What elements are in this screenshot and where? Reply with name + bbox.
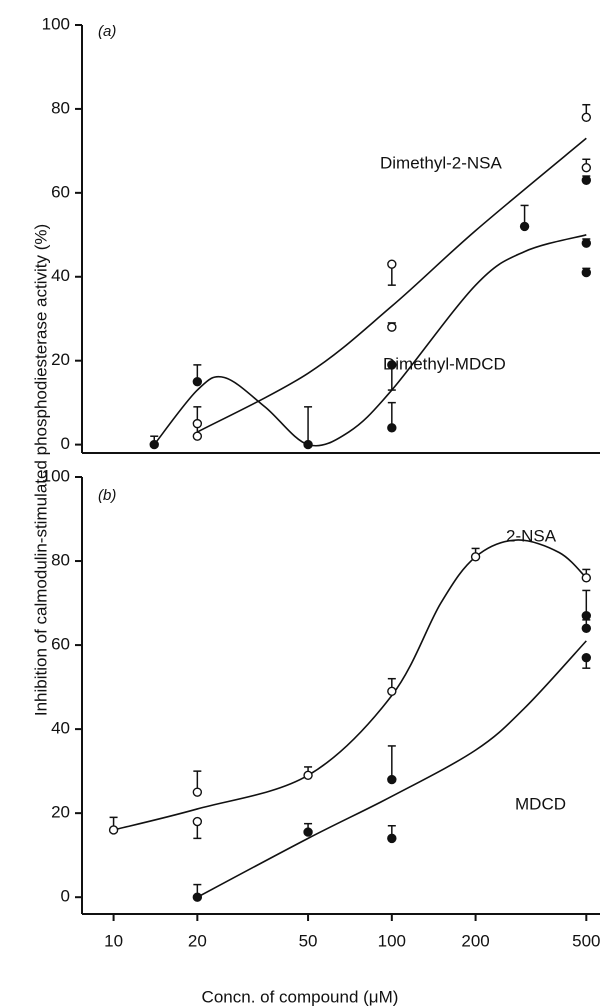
x-tick-label: 500 — [572, 931, 600, 950]
data-point — [519, 221, 530, 232]
data-point — [303, 439, 313, 450]
y-tick-label: 40 — [51, 266, 70, 285]
x-tick-label: 50 — [299, 931, 318, 950]
data-point — [581, 652, 592, 663]
data-point — [581, 112, 592, 123]
x-tick-label: 10 — [104, 931, 123, 950]
data-point — [387, 423, 397, 433]
curve-label: Dimethyl-2-NSA — [380, 153, 503, 172]
fit-curve — [196, 640, 587, 898]
data-point — [581, 238, 592, 248]
data-point — [149, 439, 159, 450]
curve-label: 2-NSA — [506, 526, 557, 545]
data-point — [581, 267, 592, 278]
data-point — [108, 825, 119, 835]
x-tick-label: 20 — [188, 931, 207, 950]
panel-label: (a) — [98, 23, 116, 40]
data-point — [192, 892, 203, 902]
data-point — [581, 573, 592, 583]
y-tick-label: 20 — [51, 803, 70, 822]
data-point — [581, 623, 592, 633]
data-point — [192, 787, 203, 797]
x-axis-label: Concn. of compound (μM) — [202, 987, 399, 1006]
data-point — [387, 322, 397, 332]
data-point — [387, 774, 397, 785]
data-point — [303, 827, 313, 837]
data-point — [470, 552, 481, 562]
panel-label: (b) — [98, 487, 116, 504]
data-point — [192, 431, 203, 441]
y-tick-label: 0 — [61, 434, 70, 453]
data-point — [581, 162, 592, 173]
data-point — [581, 610, 592, 621]
data-point — [387, 259, 397, 269]
data-point — [303, 770, 313, 781]
data-point — [387, 360, 397, 370]
y-tick-label: 60 — [51, 182, 70, 201]
data-point — [387, 833, 397, 844]
y-tick-label: 40 — [51, 719, 70, 738]
data-point — [192, 418, 203, 429]
data-point — [192, 376, 203, 387]
y-axis-label: Inhibition of calmodulin-stimulated phos… — [31, 224, 50, 716]
y-tick-label: 60 — [51, 635, 70, 654]
x-tick-label: 200 — [461, 931, 489, 950]
data-point — [192, 816, 203, 827]
curve-label: Dimethyl-MDCD — [383, 354, 506, 373]
y-tick-label: 100 — [42, 466, 70, 485]
y-tick-label: 80 — [51, 551, 70, 570]
data-point — [581, 175, 592, 185]
data-point — [387, 686, 397, 696]
y-tick-label: 0 — [61, 887, 70, 906]
x-tick-label: 100 — [378, 931, 406, 950]
y-tick-label: 80 — [51, 98, 70, 117]
y-tick-label: 20 — [51, 350, 70, 369]
fit-curve — [196, 137, 587, 433]
fit-curve — [153, 234, 587, 447]
fit-curve — [113, 539, 587, 831]
curve-label: MDCD — [515, 794, 566, 813]
y-tick-label: 100 — [42, 14, 70, 33]
